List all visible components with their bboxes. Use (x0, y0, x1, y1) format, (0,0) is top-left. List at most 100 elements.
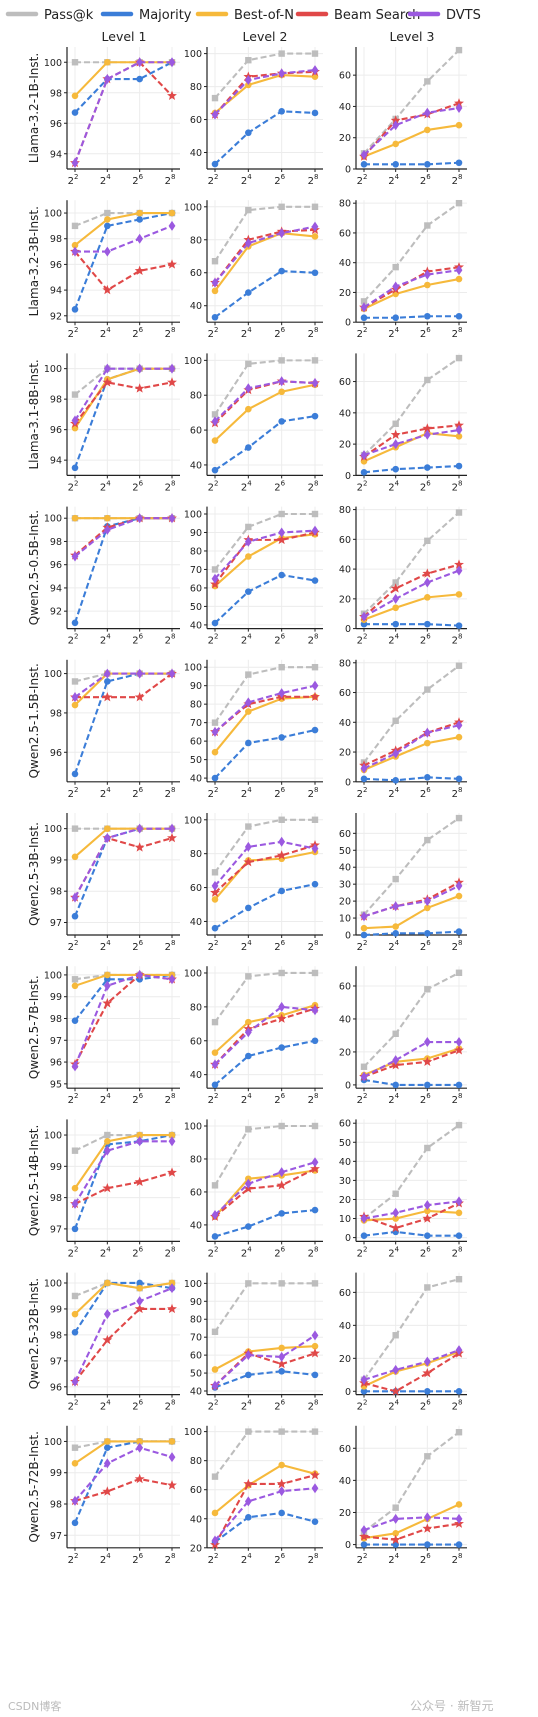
data-point (103, 363, 111, 374)
data-point (104, 1279, 111, 1287)
data-point (244, 1178, 252, 1189)
y-tick-label: 60 (190, 1351, 202, 1362)
series-beam-search (70, 969, 177, 1069)
x-tick-label: 28 (452, 1399, 463, 1413)
data-point (278, 527, 286, 538)
x-tick-label: 26 (132, 786, 143, 800)
series-line (363, 1049, 460, 1078)
data-point (278, 1210, 285, 1217)
data-point (71, 892, 79, 903)
y-tick-label: 100 (184, 356, 202, 367)
data-point (244, 1350, 252, 1361)
series-line (214, 380, 316, 423)
x-tick-label: 24 (241, 326, 252, 340)
data-point (71, 59, 79, 66)
x-tick-label: 26 (132, 479, 143, 493)
series-line (74, 250, 173, 292)
data-point (244, 841, 252, 852)
x-tick-label: 24 (241, 1552, 252, 1566)
y-tick-label: 60 (190, 1187, 202, 1198)
series-beam-search (70, 1473, 177, 1506)
data-point (211, 160, 219, 168)
series-line (363, 429, 460, 457)
panel-qwen2-5-1-5b-inst-level-3: 0 20 40 60 80 22 24 26 28 (339, 658, 467, 800)
series-pass-k (211, 1280, 319, 1336)
panel-qwen2-5-7b-inst-level-3: 0 20 40 60 22 24 26 28 (339, 966, 467, 1106)
y-tick-label: 20 (339, 594, 351, 605)
series-majority (211, 880, 319, 932)
x-tick-label: 22 (208, 1245, 219, 1259)
data-point (104, 1131, 111, 1139)
data-point (104, 216, 111, 223)
data-point (211, 94, 219, 102)
data-point (360, 1071, 368, 1082)
x-tick-label: 26 (132, 173, 143, 187)
data-point (71, 1310, 79, 1318)
series-beam-search (210, 839, 320, 897)
data-point (103, 246, 111, 257)
data-point (455, 121, 463, 129)
x-tick-label: 28 (452, 1552, 463, 1566)
series-line (214, 971, 315, 1023)
data-point (455, 1275, 463, 1283)
x-tick-label: 22 (208, 479, 219, 493)
data-point (71, 1017, 79, 1024)
data-point (310, 1163, 320, 1174)
x-tick-label: 26 (420, 939, 431, 953)
series-line (363, 1349, 460, 1381)
data-point (211, 1380, 219, 1391)
data-point (168, 1136, 176, 1147)
series-line (363, 1047, 460, 1076)
x-tick-label: 24 (388, 1092, 399, 1106)
data-point (71, 1444, 79, 1451)
data-point (136, 363, 144, 374)
data-point (244, 697, 252, 708)
data-point (455, 432, 463, 440)
data-point (455, 565, 463, 576)
series-line (74, 212, 173, 310)
y-tick-label: 60 (190, 115, 202, 126)
x-tick-label: 22 (357, 786, 368, 800)
x-tick-label: 28 (165, 1552, 176, 1566)
data-point (360, 931, 368, 939)
data-point (311, 1280, 319, 1287)
data-point (71, 1225, 79, 1233)
data-point (392, 1081, 399, 1089)
data-point (424, 930, 431, 937)
y-tick-label: 40 (190, 774, 202, 785)
data-point (310, 691, 320, 701)
data-point (454, 98, 464, 108)
data-point (424, 312, 431, 320)
data-point (360, 775, 368, 783)
panel-qwen2-5-32b-inst-level-1: 96 97 98 99 100 22 24 26 28 Qwen2.5-32B-Inst. (27, 1272, 180, 1413)
data-point (244, 74, 252, 85)
data-point (424, 1232, 431, 1239)
legend-label: Best-of-N (234, 8, 294, 23)
series-line (214, 1487, 316, 1542)
data-point (311, 269, 319, 277)
series-line (214, 1167, 316, 1218)
x-tick-label: 24 (241, 786, 252, 800)
x-tick-label: 24 (388, 479, 399, 493)
data-point (211, 416, 219, 427)
series-line (363, 971, 460, 1068)
data-point (278, 1167, 286, 1178)
data-point (424, 594, 431, 601)
x-tick-label: 24 (100, 173, 111, 187)
y-tick-label: 40 (190, 1070, 202, 1081)
series-pass-k (360, 1121, 463, 1222)
series-line (363, 930, 460, 937)
series-dvts (360, 425, 463, 461)
data-point (423, 1512, 431, 1523)
data-point (311, 221, 319, 232)
data-point (136, 1136, 144, 1147)
series-best-of-n (71, 1131, 176, 1192)
x-tick-label: 22 (68, 633, 79, 647)
data-point (278, 510, 285, 518)
data-point (71, 514, 79, 522)
data-point (311, 1157, 319, 1168)
series-dvts (211, 1157, 319, 1221)
data-point (455, 1196, 463, 1207)
series-line (74, 973, 173, 1065)
series-line (214, 1430, 315, 1478)
